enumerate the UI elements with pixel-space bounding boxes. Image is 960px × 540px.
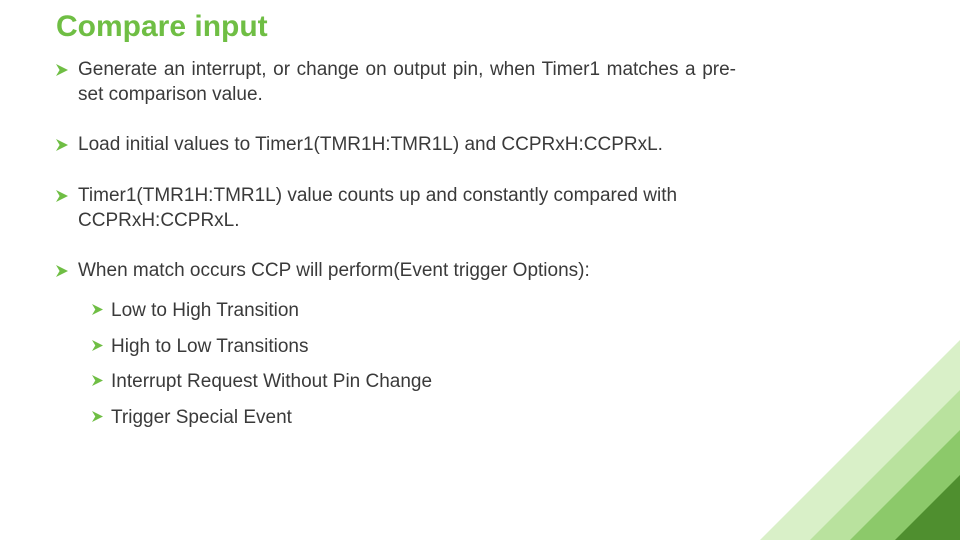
- subbullet-arrow-icon: [92, 411, 103, 422]
- bullet-arrow-icon: [56, 139, 68, 151]
- subbullet-4: Trigger Special Event: [92, 405, 736, 431]
- bullet-4: When match occurs CCP will perform(Event…: [56, 259, 736, 284]
- bullet-arrow-icon: [56, 190, 68, 202]
- subbullet-text: Trigger Special Event: [111, 405, 292, 431]
- bullet-3: Timer1(TMR1H:TMR1L) value counts up and …: [56, 184, 736, 233]
- bullet-2: Load initial values to Timer1(TMR1H:TMR1…: [56, 133, 736, 158]
- bullet-arrow-icon: [56, 265, 68, 277]
- page-number: 25: [818, 490, 830, 502]
- bullet-text: When match occurs CCP will perform(Event…: [78, 259, 736, 284]
- subbullet-text: Interrupt Request Without Pin Change: [111, 369, 432, 395]
- subbullet-2: High to Low Transitions: [92, 334, 736, 360]
- subbullet-arrow-icon: [92, 304, 103, 315]
- subbullet-3: Interrupt Request Without Pin Change: [92, 369, 736, 395]
- subbullet-arrow-icon: [92, 375, 103, 386]
- subbullet-arrow-icon: [92, 340, 103, 351]
- bullet-1: Generate an interrupt, or change on outp…: [56, 58, 736, 107]
- bullet-text: Timer1(TMR1H:TMR1L) value counts up and …: [78, 184, 736, 233]
- corner-decoration: [700, 280, 960, 540]
- bullet-arrow-icon: [56, 64, 68, 76]
- subbullet-1: Low to High Transition: [92, 298, 736, 324]
- bullet-text: Load initial values to Timer1(TMR1H:TMR1…: [78, 133, 736, 158]
- slide-title: Compare input: [56, 10, 268, 44]
- bullet-text: Generate an interrupt, or change on outp…: [78, 58, 736, 107]
- subbullet-text: High to Low Transitions: [111, 334, 309, 360]
- subbullet-text: Low to High Transition: [111, 298, 299, 324]
